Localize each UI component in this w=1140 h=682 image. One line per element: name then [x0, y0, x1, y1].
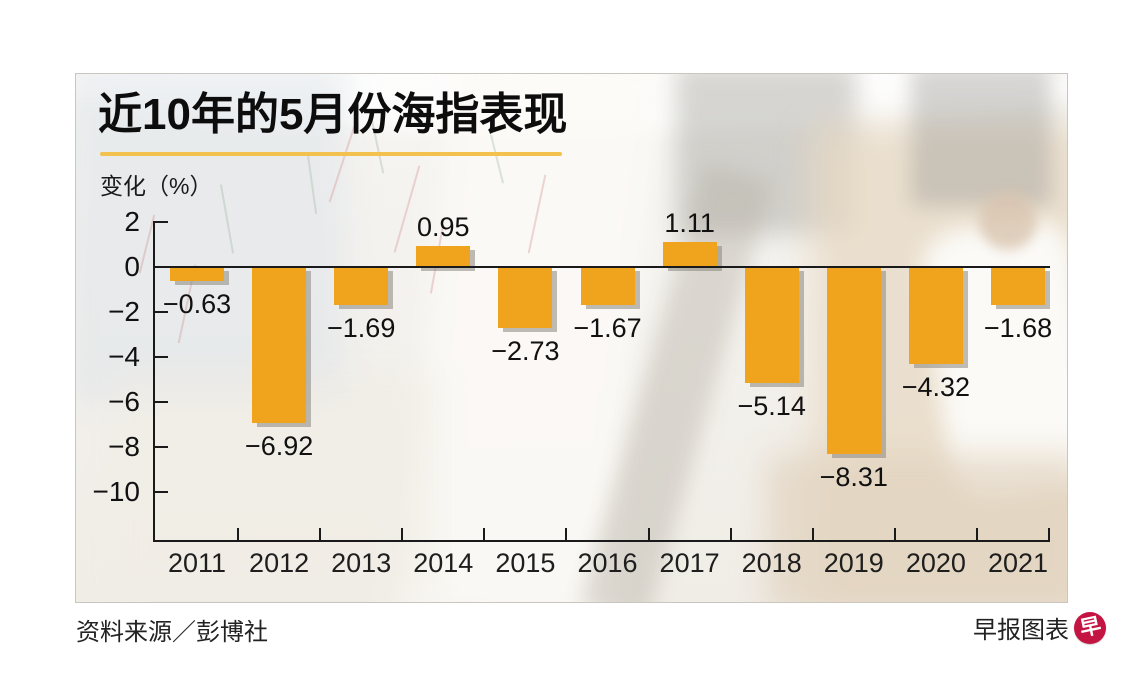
brand-label: 早报图表 — [973, 617, 1069, 644]
x-tick — [729, 528, 732, 540]
x-tick — [811, 528, 814, 540]
year-label: 2012 — [249, 548, 310, 578]
y-tick — [155, 221, 168, 223]
year-label: 2021 — [987, 548, 1049, 578]
year-label: 2016 — [577, 548, 638, 578]
bar-value-label: −0.63 — [162, 289, 232, 320]
year-label: 2020 — [905, 548, 966, 578]
bar-2012 — [252, 267, 307, 423]
x-tick — [237, 528, 240, 540]
x-tick — [565, 528, 568, 540]
bar-2011 — [170, 267, 224, 282]
bar-2021 — [991, 267, 1045, 305]
bar-value-label: −6.92 — [244, 430, 314, 461]
bar-value-label: 1.11 — [664, 208, 715, 239]
x-axis-line — [153, 540, 1050, 542]
year-label: 2013 — [331, 548, 392, 578]
bar-2020 — [908, 267, 963, 365]
zaobao-logo-glyph: 早 — [1077, 614, 1103, 641]
y-tick — [155, 491, 168, 493]
bar-value-label: −5.14 — [737, 390, 806, 421]
y-tick — [155, 356, 168, 358]
x-tick — [319, 528, 322, 540]
bar-2013 — [334, 267, 389, 306]
y-tick-label: −2 — [108, 296, 140, 327]
year-label: 2019 — [823, 548, 884, 578]
bar-2018 — [744, 267, 799, 383]
y-tick-label: 0 — [124, 251, 140, 282]
bar-2015 — [498, 267, 553, 329]
bar-value-label: −1.68 — [983, 312, 1053, 343]
year-label: 2011 — [167, 548, 227, 578]
y-axis-line — [153, 221, 155, 542]
zero-line — [155, 266, 1050, 268]
y-tick — [155, 311, 168, 313]
bar-2019 — [826, 267, 881, 454]
bar-2014 — [416, 245, 471, 267]
zaobao-logo: 早 — [1074, 611, 1106, 644]
bar-value-label: −2.73 — [491, 336, 560, 367]
y-tick-label: −4 — [108, 341, 140, 372]
bar-2016 — [580, 267, 635, 305]
bar-2017 — [662, 242, 717, 267]
x-tick — [401, 528, 404, 540]
source-credit: 资料来源／彭博社 — [76, 619, 268, 646]
bar-value-label: −1.67 — [573, 312, 642, 343]
x-tick — [483, 528, 486, 540]
y-tick — [155, 446, 168, 448]
background-photo — [75, 73, 1068, 603]
y-tick-label: −10 — [92, 476, 141, 507]
bar-value-label: 0.95 — [417, 211, 470, 242]
brand-credit: 早报图表 早 — [973, 610, 1106, 645]
year-label: 2015 — [495, 548, 556, 578]
y-tick — [155, 401, 168, 403]
y-tick-label: 2 — [124, 206, 140, 237]
year-label: 2017 — [659, 548, 720, 578]
y-axis-label: 变化（%） — [100, 173, 213, 199]
bar-value-label: −4.32 — [901, 372, 971, 403]
year-label: 2014 — [413, 548, 474, 578]
bar-value-label: −1.69 — [327, 313, 396, 344]
year-label: 2018 — [741, 548, 802, 578]
title-underline — [100, 152, 562, 156]
x-tick — [893, 528, 896, 540]
y-tick-label: −6 — [108, 386, 140, 417]
x-tick-end — [1048, 528, 1050, 540]
x-tick — [975, 528, 978, 540]
bar-value-label: −8.31 — [819, 461, 888, 492]
y-tick-label: −8 — [108, 431, 140, 462]
x-tick — [647, 528, 650, 540]
chart-title: 近10年的5月份海指表现 — [98, 90, 568, 139]
